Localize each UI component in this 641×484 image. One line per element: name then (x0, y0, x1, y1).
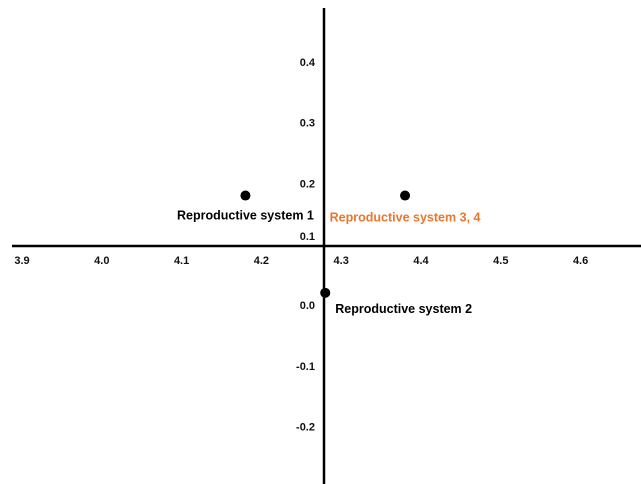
data-point (400, 190, 411, 201)
y-tick-label: 0.2 (300, 178, 315, 190)
x-tick-label: 4.3 (334, 255, 349, 267)
point-label: Reproductive system 1 (177, 209, 314, 223)
x-tick-label: 4.1 (174, 255, 189, 267)
x-tick-label: 3.9 (14, 255, 29, 267)
y-tick-label: -0.1 (296, 361, 315, 373)
x-tick-label: 4.4 (413, 255, 429, 267)
y-tick-label: 0.4 (300, 57, 316, 69)
x-tick-label: 4.2 (254, 255, 269, 267)
data-point (320, 287, 331, 298)
x-tick-labels: 3.9 4.0 4.1 4.2 4.3 4.4 4.5 4.6 (14, 255, 588, 267)
y-tick-label: 0.3 (300, 118, 315, 130)
y-tick-labels: 0.4 0.3 0.2 0.1 0.0 -0.1 -0.2 (296, 57, 316, 434)
data-point (240, 190, 251, 201)
x-tick-label: 4.6 (573, 255, 588, 267)
point-label: Reproductive system 3, 4 (330, 211, 481, 225)
y-tick-label: 0.1 (300, 231, 315, 243)
y-tick-label: 0.0 (300, 300, 315, 312)
y-tick-label: -0.2 (296, 422, 315, 434)
data-points: Reproductive system 1 Reproductive system… (177, 190, 481, 316)
point-label: Reproductive system 2 (335, 302, 472, 316)
x-tick-label: 4.0 (94, 255, 109, 267)
x-tick-label: 4.5 (493, 255, 508, 267)
